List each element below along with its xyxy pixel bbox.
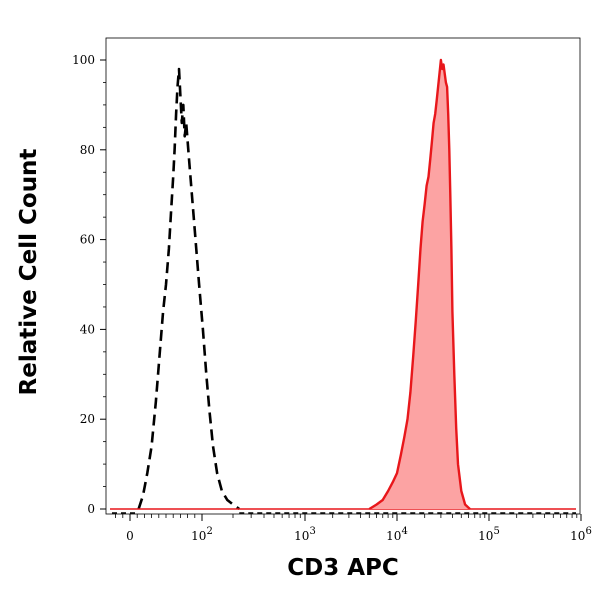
x-tick-base: 10 xyxy=(191,529,206,543)
y-axis-title: Relative Cell Count xyxy=(16,149,42,396)
x-axis: 0 102 103 104 105 106 xyxy=(115,514,592,543)
y-tick-label: 60 xyxy=(80,233,95,247)
series-area-1 xyxy=(369,60,470,509)
y-axis: 0 20 40 60 80 100 xyxy=(72,53,106,516)
x-tick-label: 0 xyxy=(126,529,134,543)
x-tick-exponent: 3 xyxy=(309,526,315,537)
plot-frame xyxy=(105,37,581,515)
y-tick-label: 0 xyxy=(87,502,95,516)
x-tick-label: 102 xyxy=(191,526,213,543)
x-tick-label: 104 xyxy=(386,526,408,543)
x-tick-base: 10 xyxy=(386,529,401,543)
x-tick-base: 10 xyxy=(570,529,585,543)
x-tick-base: 0 xyxy=(126,529,134,543)
x-tick-label: 106 xyxy=(570,526,592,543)
x-tick-base: 10 xyxy=(478,529,493,543)
x-tick-base: 10 xyxy=(294,529,309,543)
series-line-1 xyxy=(368,58,471,511)
x-axis-title: CD3 APC xyxy=(287,555,399,581)
series-line-0 xyxy=(137,67,241,511)
x-tick-exponent: 5 xyxy=(493,526,499,537)
x-tick-exponent: 4 xyxy=(401,526,407,537)
x-tick-label: 105 xyxy=(478,526,500,543)
x-tick-label: 103 xyxy=(294,526,316,543)
y-tick-label: 20 xyxy=(80,412,95,426)
x-tick-exponent: 6 xyxy=(585,526,591,537)
series-layer xyxy=(110,58,576,514)
y-tick-label: 40 xyxy=(80,322,95,336)
x-tick-exponent: 2 xyxy=(206,526,212,537)
y-tick-label: 80 xyxy=(80,143,95,157)
y-tick-label: 100 xyxy=(72,53,95,67)
